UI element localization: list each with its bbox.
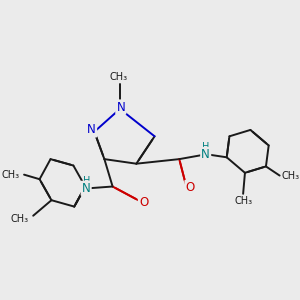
Text: CH₃: CH₃ [11, 214, 28, 224]
Text: N: N [201, 148, 210, 161]
Text: CH₃: CH₃ [234, 196, 252, 206]
Text: N: N [87, 123, 96, 136]
Text: O: O [186, 181, 195, 194]
Text: CH₃: CH₃ [109, 72, 127, 82]
Text: N: N [82, 182, 91, 195]
Text: N: N [116, 100, 125, 114]
Text: O: O [139, 196, 148, 208]
Text: H: H [202, 142, 209, 152]
Text: CH₃: CH₃ [281, 171, 300, 181]
Text: CH₃: CH₃ [2, 169, 20, 180]
Text: H: H [83, 176, 91, 186]
